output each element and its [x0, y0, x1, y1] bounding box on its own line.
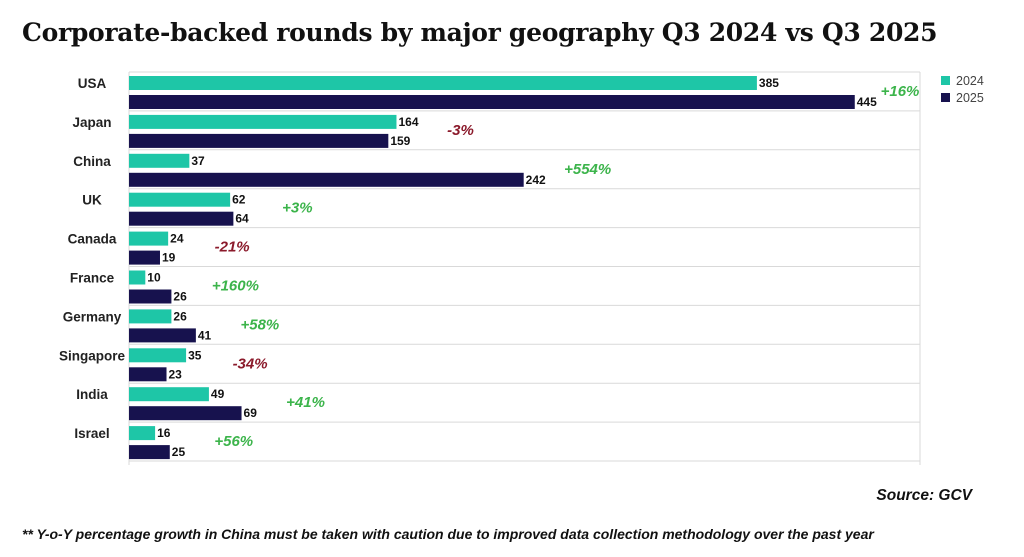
data-label: 159 — [390, 134, 410, 148]
legend-swatch-2024 — [941, 76, 950, 85]
data-label: 10 — [147, 271, 161, 285]
growth-label: +554% — [564, 161, 611, 178]
bar-2024 — [129, 348, 187, 363]
data-label: 62 — [232, 193, 246, 207]
growth-label: -21% — [215, 239, 250, 256]
data-label: 445 — [857, 95, 877, 109]
growth-label: +160% — [212, 278, 259, 295]
data-label: 16 — [157, 426, 171, 440]
bar-2025 — [129, 445, 170, 460]
data-label: 35 — [188, 348, 202, 362]
data-label: 26 — [173, 290, 187, 304]
bar-2025 — [129, 133, 389, 148]
growth-label: +58% — [240, 316, 279, 333]
data-label: 242 — [526, 173, 546, 187]
category-label: China — [73, 154, 111, 169]
data-label: 164 — [398, 115, 418, 129]
bar-2024 — [129, 426, 156, 441]
bar-2024 — [129, 270, 146, 285]
bar-2024 — [129, 153, 190, 168]
data-label: 24 — [170, 232, 184, 246]
footnote: ** Y-o-Y percentage growth in China must… — [22, 526, 874, 542]
data-label: 26 — [173, 309, 187, 323]
legend-label: 2025 — [956, 91, 984, 105]
data-label: 69 — [244, 406, 258, 420]
category-label: UK — [82, 193, 102, 208]
data-label: 41 — [198, 328, 212, 342]
data-label: 49 — [211, 387, 225, 401]
bar-2024 — [129, 192, 231, 207]
bar-2025 — [129, 211, 234, 226]
category-label: Singapore — [59, 348, 126, 363]
legend-label: 2024 — [956, 74, 984, 88]
data-label: 25 — [172, 445, 186, 459]
category-label: Germany — [63, 309, 122, 324]
bar-2025 — [129, 95, 855, 109]
category-label: Canada — [68, 232, 117, 247]
legend-swatch-2025 — [941, 93, 950, 102]
bar-2024 — [129, 76, 757, 90]
data-label: 37 — [191, 154, 205, 168]
source-note: Source: GCV — [876, 487, 972, 504]
growth-label: +41% — [286, 394, 325, 411]
category-label: USA — [78, 76, 107, 91]
growth-label: +56% — [214, 433, 253, 450]
bar-2025 — [129, 328, 196, 343]
bar-2025 — [129, 406, 242, 421]
category-label: Japan — [72, 115, 111, 130]
data-label: 23 — [169, 367, 183, 381]
bar-2024 — [129, 309, 172, 324]
growth-label: +3% — [282, 200, 312, 217]
bar-2024 — [129, 231, 169, 246]
bar-2024 — [129, 114, 397, 129]
bar-2025 — [129, 367, 167, 382]
category-label: Israel — [74, 426, 109, 441]
bar-2025 — [129, 250, 160, 265]
category-label: France — [70, 271, 115, 286]
data-label: 64 — [235, 212, 249, 226]
growth-label: -34% — [233, 355, 268, 372]
data-label: 19 — [162, 251, 176, 265]
bar-2025 — [129, 289, 172, 304]
chart-title: Corporate-backed rounds by major geograp… — [22, 18, 938, 47]
category-label: India — [76, 387, 108, 402]
bar-2025 — [129, 172, 524, 187]
bar-2024 — [129, 387, 209, 402]
growth-label: -3% — [447, 122, 474, 139]
data-label: 385 — [759, 76, 779, 90]
growth-label: +16% — [881, 83, 920, 100]
